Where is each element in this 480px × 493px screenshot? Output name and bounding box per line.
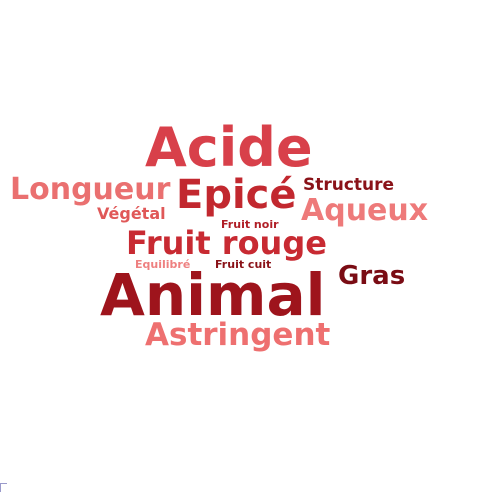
word-fruit-noir: Fruit noir xyxy=(221,218,279,231)
corner-mark xyxy=(0,483,7,492)
word-vegetal: Végétal xyxy=(97,204,166,223)
word-astringent: Astringent xyxy=(145,317,331,353)
word-fruit-rouge: Fruit rouge xyxy=(126,224,327,262)
word-epice: Epicé xyxy=(176,172,297,218)
word-gras: Gras xyxy=(338,261,406,291)
word-acide: Acide xyxy=(145,116,313,179)
word-fruit-cuit: Fruit cuit xyxy=(215,258,272,271)
word-equilibre: Equilibré xyxy=(135,258,191,271)
word-longueur: Longueur xyxy=(10,172,171,207)
word-animal: Animal xyxy=(100,261,326,329)
word-structure: Structure xyxy=(303,175,395,195)
word-aqueux: Aqueux xyxy=(301,193,429,228)
